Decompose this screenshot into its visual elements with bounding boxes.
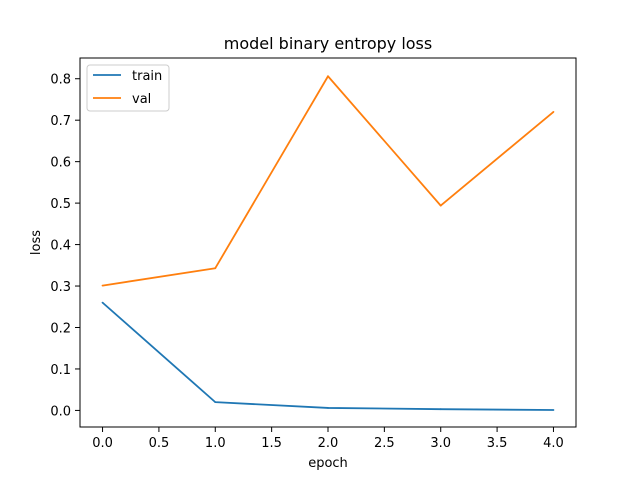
plot-frame: [79, 57, 577, 428]
legend: train val: [86, 64, 170, 112]
x-tick-label: 3.0: [430, 436, 451, 451]
x-tick-label: 0.5: [149, 436, 170, 451]
y-tick-label: 0.0: [50, 404, 71, 419]
y-tick-label: 0.8: [50, 73, 71, 88]
data-point-train: [327, 407, 329, 409]
data-point-val: [101, 284, 104, 287]
x-tick-label: 2.0: [318, 436, 339, 451]
chart-title: model binary entropy loss: [224, 34, 432, 53]
x-tick-label: 0.0: [92, 436, 113, 451]
y-axis: 0.0 0.1 0.2 0.3 0.4 0.5 0.6 0.7 0.8: [50, 73, 80, 419]
x-tick-label: 3.5: [487, 436, 508, 451]
y-tick-label: 0.4: [50, 239, 71, 254]
legend-label-train: train: [132, 69, 162, 84]
data-point-train: [439, 408, 442, 411]
y-tick-label: 0.3: [50, 280, 71, 295]
x-tick-label: 4.0: [543, 436, 564, 451]
data-point-train: [214, 401, 217, 404]
series-layer: [101, 75, 555, 411]
data-point-val: [327, 75, 329, 78]
y-tick-label: 0.2: [50, 321, 71, 336]
data-point-val: [552, 110, 555, 113]
y-tick-label: 0.1: [50, 363, 71, 378]
plot-area: [79, 57, 577, 428]
legend-box: [86, 64, 170, 112]
data-point-val: [439, 204, 442, 207]
y-axis-label: loss: [29, 230, 44, 255]
y-tick-label: 0.6: [50, 156, 71, 171]
x-tick-label: 2.5: [374, 436, 395, 451]
data-point-train: [101, 301, 104, 304]
y-tick-label: 0.5: [50, 197, 71, 212]
x-tick-label: 1.5: [261, 436, 282, 451]
legend-label-val: val: [132, 92, 151, 107]
x-axis-label: epoch: [308, 456, 348, 471]
y-tick-label: 0.7: [50, 114, 71, 129]
data-point-train: [552, 409, 555, 411]
x-tick-label: 1.0: [205, 436, 226, 451]
x-axis: 0.0 0.5 1.0 1.5 2.0 2.5 3.0 3.5 4.0: [92, 427, 564, 451]
data-point-val: [214, 267, 217, 270]
